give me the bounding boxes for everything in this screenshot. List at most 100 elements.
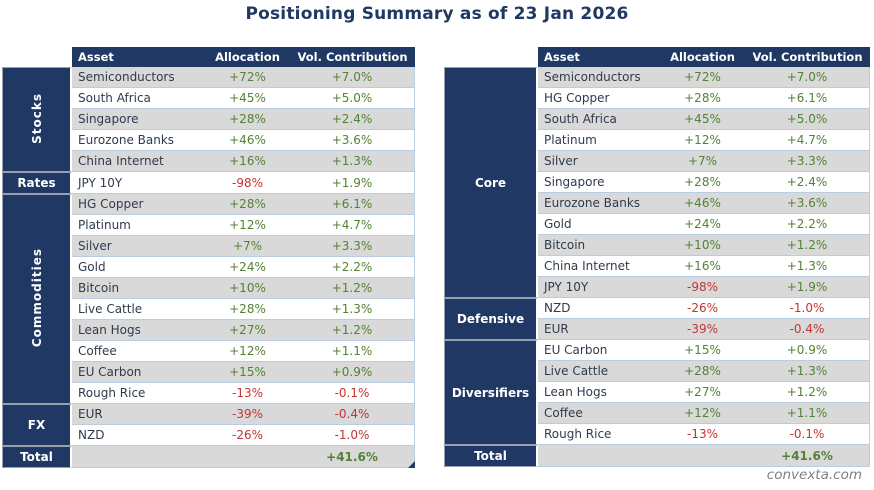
group-label-stocks: Stocks [2, 67, 72, 172]
allocation-cell: -13% [205, 383, 290, 404]
table-row: EU Carbon +15% +0.9% [2, 362, 415, 383]
table-row: Diversifiers EU Carbon +15% +0.9% [444, 340, 870, 445]
asset-cell: Bitcoin [72, 278, 205, 299]
allocation-cell: +28% [205, 299, 290, 320]
column-header-vol-contribution: Vol. Contribution [290, 47, 415, 67]
asset-cell: EUR [72, 404, 205, 425]
table-row: Bitcoin +10% +1.2% [444, 235, 870, 256]
table-row: HG Copper +28% +6.1% [444, 88, 870, 109]
allocation-cell: +27% [205, 320, 290, 341]
allocation-cell: +15% [660, 340, 745, 361]
asset-cell: Live Cattle [72, 299, 205, 320]
total-label: Total [444, 445, 538, 467]
vol-contribution-cell: +7.0% [290, 67, 415, 88]
allocation-cell: +15% [205, 362, 290, 383]
vol-contribution-cell: +5.0% [290, 88, 415, 109]
table-row: NZD -26% -1.0% [2, 425, 415, 446]
allocation-cell: -98% [205, 172, 290, 194]
vol-contribution-cell: +2.4% [745, 172, 870, 193]
vol-contribution-cell: +3.6% [290, 130, 415, 151]
table-row: South Africa +45% +5.0% [2, 88, 415, 109]
table-row: Platinum +12% +4.7% [2, 215, 415, 236]
table-row: JPY 10Y -98% +1.9% [444, 277, 870, 298]
allocation-cell: +12% [205, 215, 290, 236]
allocation-cell: +12% [205, 341, 290, 362]
total-row: Total +41.6% [2, 446, 415, 468]
table-row: Coffee +12% +1.1% [2, 341, 415, 362]
vol-contribution-cell: -0.4% [290, 404, 415, 425]
asset-cell: Singapore [538, 172, 660, 193]
vol-contribution-cell: +1.2% [290, 320, 415, 341]
asset-cell: Silver [538, 151, 660, 172]
watermark: convexta.com [766, 467, 862, 483]
allocation-cell: -13% [660, 424, 745, 445]
asset-cell: HG Copper [72, 194, 205, 215]
asset-cell: Eurozone Banks [72, 130, 205, 151]
allocation-cell: +7% [660, 151, 745, 172]
allocation-cell: +24% [660, 214, 745, 235]
vol-contribution-cell: +7.0% [745, 67, 870, 88]
positioning-table-role: Asset Allocation Vol. Contribution Core Semi… [444, 47, 870, 467]
table-row: Silver +7% +3.3% [2, 236, 415, 257]
vol-contribution-cell: +4.7% [745, 130, 870, 151]
allocation-cell: +28% [660, 172, 745, 193]
vol-contribution-cell: +1.3% [290, 151, 415, 172]
allocation-cell: +46% [205, 130, 290, 151]
total-value: +41.6% [290, 446, 415, 468]
allocation-cell: +12% [660, 403, 745, 424]
asset-cell: JPY 10Y [538, 277, 660, 298]
table-row: Singapore +28% +2.4% [2, 109, 415, 130]
asset-cell: NZD [72, 425, 205, 446]
allocation-cell: -26% [660, 298, 745, 319]
asset-cell: Bitcoin [538, 235, 660, 256]
vol-contribution-cell: +6.1% [290, 194, 415, 215]
column-header-allocation: Allocation [205, 47, 290, 67]
vol-contribution-cell: +5.0% [745, 109, 870, 130]
group-label-rates: Rates [2, 172, 72, 194]
vol-contribution-cell: +1.3% [745, 361, 870, 382]
asset-cell: China Internet [72, 151, 205, 172]
group-label-fx: FX [2, 404, 72, 446]
allocation-cell: -26% [205, 425, 290, 446]
allocation-cell: -98% [660, 277, 745, 298]
asset-cell: Rough Rice [538, 424, 660, 445]
vol-contribution-cell: +3.3% [290, 236, 415, 257]
asset-cell: Gold [72, 257, 205, 278]
header-spacer [444, 47, 538, 67]
vol-contribution-cell: +4.7% [290, 215, 415, 236]
asset-cell: HG Copper [538, 88, 660, 109]
allocation-cell: +28% [205, 194, 290, 215]
group-label-diversifiers: Diversifiers [444, 340, 538, 445]
table-row: Silver +7% +3.3% [444, 151, 870, 172]
table-row: Live Cattle +28% +1.3% [444, 361, 870, 382]
table-row: Gold +24% +2.2% [2, 257, 415, 278]
vol-contribution-cell: +2.4% [290, 109, 415, 130]
allocation-cell: +46% [660, 193, 745, 214]
vol-contribution-cell: +1.2% [745, 382, 870, 403]
vol-contribution-cell: +1.9% [290, 172, 415, 194]
allocation-cell: +28% [660, 88, 745, 109]
total-empty-cell [538, 445, 660, 467]
vol-contribution-cell: +2.2% [290, 257, 415, 278]
table-row: Eurozone Banks +46% +3.6% [2, 130, 415, 151]
table-row: FX EUR -39% -0.4% [2, 404, 415, 446]
total-empty-cell [660, 445, 745, 467]
asset-cell: Silver [72, 236, 205, 257]
table-row: Rough Rice -13% -0.1% [444, 424, 870, 445]
asset-cell: Gold [538, 214, 660, 235]
allocation-cell: +16% [660, 256, 745, 277]
allocation-cell: +28% [660, 361, 745, 382]
vol-contribution-cell: +1.2% [745, 235, 870, 256]
allocation-cell: -39% [205, 404, 290, 425]
vol-contribution-cell: +1.2% [290, 278, 415, 299]
table-by-role: Asset Allocation Vol. Contribution Core Semi… [444, 47, 870, 467]
column-header-asset: Asset [538, 47, 660, 67]
header-row: Asset Allocation Vol. Contribution [2, 47, 415, 67]
table-row: Live Cattle +28% +1.3% [2, 299, 415, 320]
vol-contribution-cell: +3.6% [745, 193, 870, 214]
group-label-commodities: Commodities [2, 194, 72, 404]
asset-cell: South Africa [72, 88, 205, 109]
total-label: Total [2, 446, 72, 468]
table-row: Gold +24% +2.2% [444, 214, 870, 235]
